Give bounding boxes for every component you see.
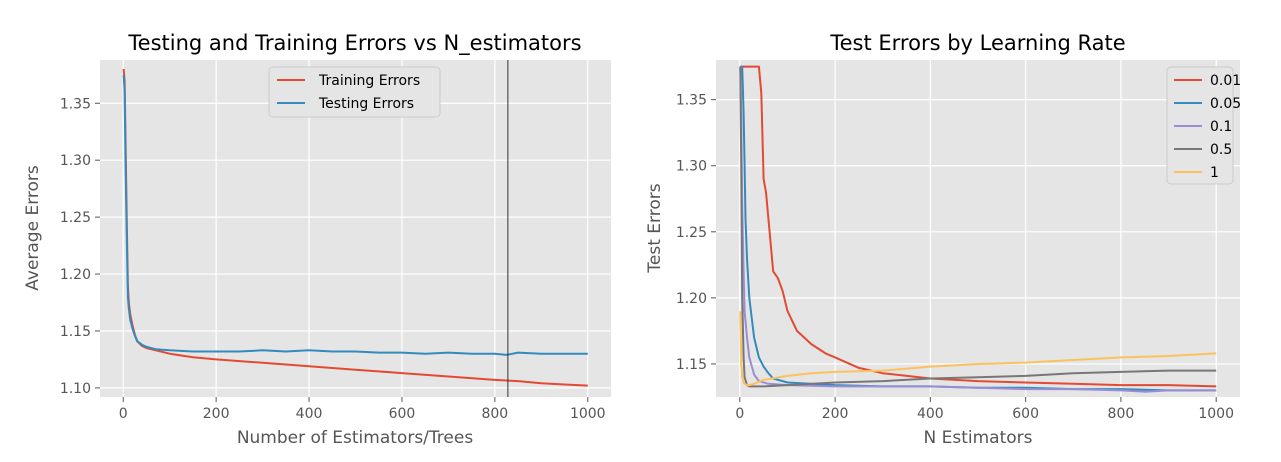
legend-label-lr-1: 1 <box>1210 165 1219 181</box>
x-tick-label: 800 <box>1108 406 1135 422</box>
series-group <box>739 65 1217 393</box>
chart-training-testing-errors: Testing and Training Errors vs N_estimat… <box>23 31 611 448</box>
series-line-testing-errors <box>122 74 588 356</box>
y-axis-label: Test Errors <box>645 183 665 273</box>
legend-label-lr-0-05: 0.05 <box>1210 96 1241 112</box>
plot-area <box>716 60 1240 397</box>
tick-labels: 0 200 400 600 800 1000 1.10 1.15 1.20 1.25 1.30 1.3… <box>60 96 606 422</box>
y-tick-label: 1.15 <box>676 357 707 373</box>
x-tick-label: 600 <box>1012 406 1039 422</box>
legend: Training Errors Testing Errors <box>268 66 441 118</box>
x-tick-label: 200 <box>203 406 230 422</box>
y-axis-label: Average Errors <box>23 165 43 291</box>
x-axis-label: N Estimators <box>924 428 1033 448</box>
y-tick-label: 1.20 <box>60 267 91 283</box>
y-tick-label: 1.35 <box>676 93 707 109</box>
series-line-0-5 <box>739 66 1217 388</box>
x-tick-label: 800 <box>481 406 508 422</box>
legend-label-lr-0-1: 0.1 <box>1210 119 1232 135</box>
series-line-0-01 <box>740 65 1217 388</box>
y-tick-label: 1.25 <box>676 225 707 241</box>
legend-label-lr-0-01: 0.01 <box>1210 73 1241 89</box>
x-tick-label: 1000 <box>570 406 606 422</box>
y-tick-label: 1.30 <box>60 153 91 169</box>
series-group <box>122 69 588 387</box>
series-line-1 <box>739 311 1217 387</box>
legend-label-testing-errors: Testing Errors <box>318 96 414 112</box>
x-axis-label: Number of Estimators/Trees <box>237 428 474 448</box>
y-tick-label: 1.35 <box>60 96 91 112</box>
legend: 0.01 0.05 0.1 0.5 1 <box>1166 66 1241 185</box>
x-tick-label: 400 <box>917 406 944 422</box>
x-tick-label: 0 <box>735 406 744 422</box>
legend-box <box>268 66 441 118</box>
x-tick-label: 1000 <box>1198 406 1234 422</box>
y-tick-label: 1.20 <box>676 291 707 307</box>
x-tick-label: 400 <box>296 406 323 422</box>
chart-title: Test Errors by Learning Rate <box>829 31 1125 55</box>
x-tick-label: 0 <box>119 406 128 422</box>
tick-labels: 0 200 400 600 800 1000 1.15 1.20 1.25 1.30 1.35 <box>676 93 1234 422</box>
y-tick-label: 1.10 <box>60 381 91 397</box>
y-tick-label: 1.15 <box>60 324 91 340</box>
chart-title: Testing and Training Errors vs N_estimat… <box>127 31 581 56</box>
chart-test-errors-by-learning-rate: Test Errors by Learning Rate 0 200 400 600 8… <box>645 31 1241 448</box>
x-tick-label: 600 <box>389 406 416 422</box>
x-tick-label: 200 <box>822 406 849 422</box>
y-tick-label: 1.25 <box>60 210 91 226</box>
y-tick-label: 1.30 <box>676 159 707 175</box>
legend-label-lr-0-5: 0.5 <box>1210 142 1232 158</box>
legend-label-training-errors: Training Errors <box>318 73 420 89</box>
